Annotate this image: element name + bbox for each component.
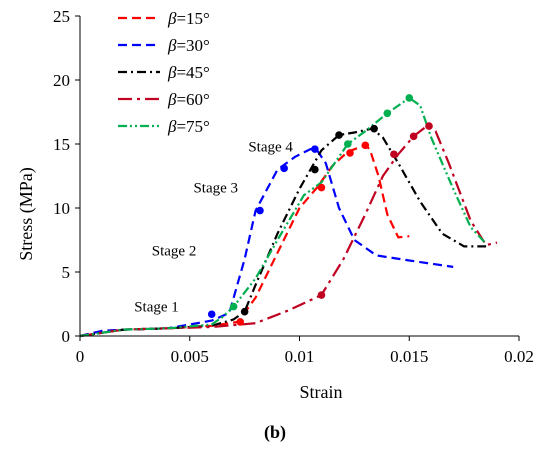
series-lines bbox=[79, 96, 498, 338]
stage-label-1: Stage 1 bbox=[134, 300, 179, 316]
legend-label-beta-45: β=45° bbox=[167, 63, 210, 82]
legend-label-beta-60: β=60° bbox=[167, 90, 210, 109]
x-tick-label: 0.01 bbox=[285, 347, 315, 366]
figure-caption: (b) bbox=[264, 422, 286, 443]
stage-point-beta-75 bbox=[405, 94, 414, 102]
stage-point-beta-75 bbox=[229, 302, 238, 311]
stage-point-beta-30 bbox=[280, 164, 288, 173]
stage-point-beta-15 bbox=[346, 149, 354, 157]
series-markers bbox=[207, 94, 433, 326]
y-tick-label: 0 bbox=[62, 327, 71, 346]
stage-point-beta-30 bbox=[207, 310, 216, 319]
legend-label-beta-15: β=15° bbox=[167, 9, 210, 28]
stage-label-2: Stage 2 bbox=[152, 243, 197, 259]
stage-point-beta-45 bbox=[311, 165, 319, 174]
stage-point-beta-45 bbox=[335, 131, 343, 139]
stage-point-beta-15 bbox=[317, 183, 326, 192]
stage-point-beta-75 bbox=[343, 140, 352, 148]
stage-point-beta-15 bbox=[236, 318, 245, 326]
series-line-beta-45 bbox=[79, 127, 487, 338]
y-tick-label: 20 bbox=[53, 71, 70, 90]
series-line-beta-75 bbox=[79, 96, 487, 338]
y-tick-label: 10 bbox=[53, 199, 70, 218]
x-tick-label: 0 bbox=[76, 347, 85, 366]
stage-point-beta-75 bbox=[383, 109, 392, 118]
stage-point-beta-60 bbox=[390, 150, 398, 159]
series-line-beta-15 bbox=[79, 144, 410, 338]
stage-label-3: Stage 3 bbox=[193, 181, 238, 197]
stage-point-beta-60 bbox=[317, 291, 326, 299]
legend: β=15° β=30° β=45° β=60° β=75° bbox=[118, 9, 210, 136]
y-axis-title: Stress (MPa) bbox=[16, 167, 37, 261]
x-tick-label: 0.02 bbox=[504, 347, 534, 366]
y-tick-label: 25 bbox=[53, 7, 70, 26]
x-tick-label: 0.005 bbox=[171, 347, 209, 366]
y-tick-label: 5 bbox=[62, 263, 71, 282]
series-line-beta-30 bbox=[79, 148, 454, 338]
stage-label-4: Stage 4 bbox=[248, 140, 293, 156]
stage-annotations: Stage 1 Stage 2 Stage 3 Stage 4 bbox=[134, 140, 293, 316]
stage-point-beta-30 bbox=[311, 145, 319, 153]
x-tick-label: 0.015 bbox=[390, 347, 428, 366]
series-line-beta-60 bbox=[79, 124, 498, 338]
legend-label-beta-75: β=75° bbox=[167, 117, 210, 136]
stage-point-beta-30 bbox=[256, 206, 264, 215]
stage-point-beta-15 bbox=[361, 141, 370, 150]
stage-point-beta-60 bbox=[409, 132, 418, 141]
stage-point-beta-45 bbox=[370, 124, 378, 133]
legend-label-beta-30: β=30° bbox=[167, 36, 210, 55]
stage-point-beta-60 bbox=[425, 122, 433, 130]
y-tick-label: 15 bbox=[53, 135, 70, 154]
axes: 0 0.005 0.01 0.015 0.02 0 5 10 15 20 25 bbox=[53, 7, 534, 366]
stage-point-beta-45 bbox=[240, 307, 249, 316]
x-axis-title: Strain bbox=[300, 382, 343, 402]
